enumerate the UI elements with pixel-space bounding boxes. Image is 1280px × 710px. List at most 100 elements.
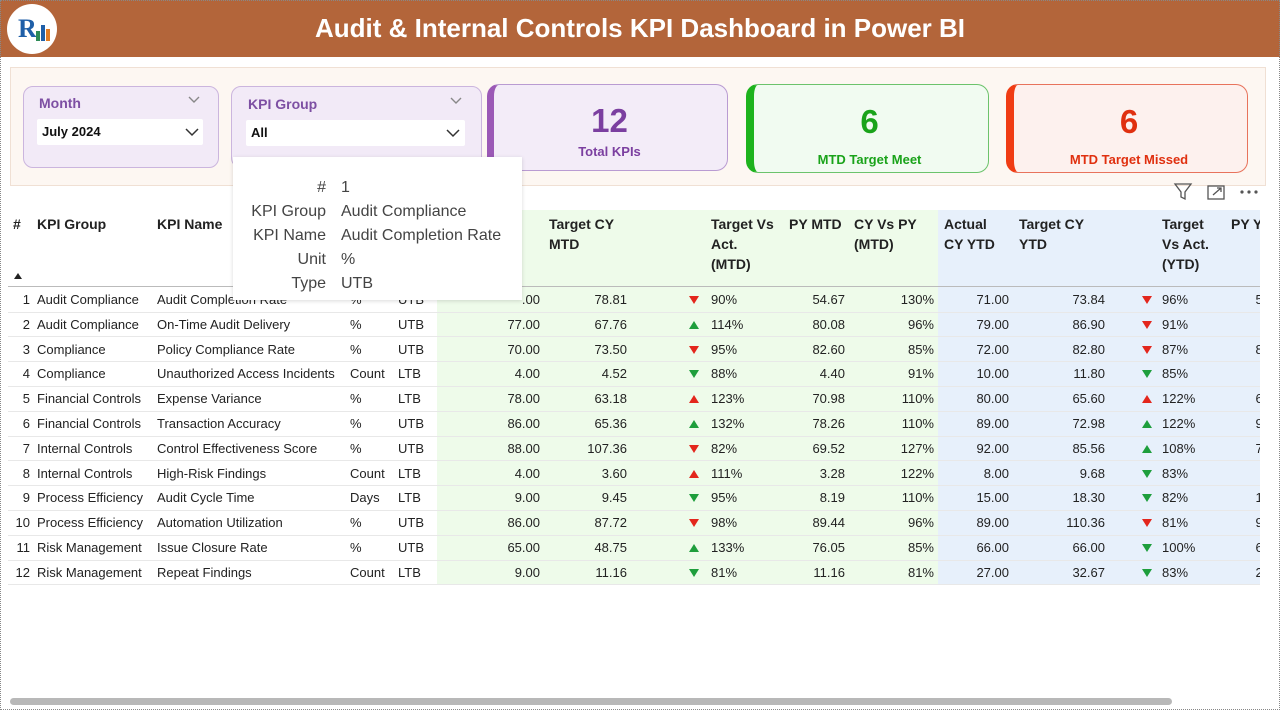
table-cell: 86.00 [507, 515, 540, 531]
table-cell: 50 [1255, 292, 1260, 307]
table-cell: 81% [907, 564, 934, 580]
table-cell: 85.56 [1072, 440, 1105, 456]
tooltip-value: UTB [341, 275, 373, 292]
table-cell: 90% [711, 292, 738, 307]
table-cell: 88.00 [507, 440, 540, 456]
table-cell: 48.75 [594, 540, 627, 555]
table-cell: 2 [22, 316, 30, 332]
table-cell: 86.00 [507, 416, 540, 431]
tooltip-label: Type [291, 275, 326, 292]
table-cell: 12 [15, 564, 30, 580]
table-cell: 65.60 [1072, 391, 1105, 407]
table-cell: Unauthorized Access Incidents [157, 366, 335, 382]
row-rule [8, 584, 1260, 586]
chevron[interactable] [185, 127, 199, 137]
table-cell: LTB [398, 465, 421, 481]
row-rule [8, 410, 1260, 412]
table-cell: 3.60 [601, 465, 627, 481]
column-header: # [13, 216, 21, 232]
table-cell: % [350, 540, 362, 555]
status-arrow [1142, 296, 1152, 304]
column-header: KPI Name [157, 216, 223, 232]
month-dropdown[interactable]: July 2024 [37, 119, 203, 145]
scrollbar[interactable] [10, 698, 1172, 705]
status-arrow [1142, 469, 1152, 478]
row-rule [8, 559, 1260, 561]
table-cell: 95% [711, 341, 738, 357]
table-cell: 4.40 [819, 366, 845, 382]
chevron[interactable] [187, 95, 201, 105]
row-rule [8, 336, 1260, 338]
table-cell: 65.36 [594, 416, 627, 431]
kpi-card [1006, 84, 1248, 173]
table-cell: 3 [22, 341, 30, 357]
table-cell: 10 [15, 515, 30, 531]
table-cell: 89.00 [976, 416, 1009, 431]
table-cell: 81% [711, 564, 738, 580]
status-arrow [689, 370, 699, 379]
kpi-card [746, 84, 989, 173]
table-cell: UTB [398, 316, 424, 332]
table-cell: Risk Management [37, 540, 142, 555]
table-cell: 11 [16, 540, 31, 555]
table-cell: 95% [711, 490, 738, 506]
table-cell: 80.08 [812, 316, 845, 332]
table-cell: 70.98 [812, 391, 845, 407]
table-cell: LTB [398, 490, 421, 506]
table-cell: 66.00 [976, 540, 1009, 555]
tooltip-label: Unit [297, 251, 326, 268]
row-rule [8, 509, 1260, 511]
kpi-group-dropdown[interactable]: All [246, 120, 465, 146]
table-cell: Count [350, 366, 385, 382]
table-cell: UTB [398, 540, 424, 555]
chevron[interactable] [446, 128, 460, 138]
table-cell: 82.60 [812, 341, 845, 357]
visual-header-icons[interactable] [1172, 182, 1264, 202]
table-cell: 65.00 [507, 540, 540, 555]
table-cell: 60 [1255, 391, 1260, 407]
table-cell: Process Efficiency [37, 490, 143, 506]
column-header: Target CY YTD [1019, 216, 1084, 252]
ytd-band [938, 210, 1260, 585]
dashboard-title: Audit & Internal Controls KPI Dashboard … [314, 13, 966, 43]
table-cell: Financial Controls [37, 391, 142, 407]
table-cell: 66.00 [1072, 540, 1105, 555]
table-cell: 123% [711, 391, 745, 407]
status-arrow [689, 444, 699, 453]
status-arrow [1142, 320, 1152, 329]
status-arrow [1142, 519, 1152, 528]
table-cell: 29 [1255, 564, 1260, 580]
chevron[interactable] [449, 96, 463, 106]
table-cell: 73.50 [594, 341, 627, 357]
row-rule [8, 534, 1260, 536]
table-cell: Automation Utilization [157, 515, 283, 531]
status-arrow [1142, 544, 1152, 552]
table-cell: Internal Controls [37, 465, 133, 481]
table-cell: 6 [22, 416, 30, 431]
tooltip: #1 KPI Group Audit Compliance KPI Name Audit… [233, 157, 522, 300]
table-cell: 82% [1162, 490, 1189, 506]
table-cell: 72.00 [976, 341, 1009, 357]
card-value: 6 [860, 103, 879, 140]
table-cell: Compliance [37, 341, 106, 357]
tooltip-label: KPI Name [253, 227, 326, 244]
table-cell: 122% [1162, 416, 1196, 431]
sort-indicator[interactable] [13, 272, 23, 280]
table-cell: UTB [398, 416, 424, 431]
table-cell: 86.90 [1072, 316, 1105, 332]
table-cell: % [350, 515, 362, 531]
table-cell: 85% [907, 540, 934, 555]
status-arrow [689, 420, 699, 428]
status-arrow [689, 544, 699, 552]
table-cell: 110% [901, 490, 934, 506]
status-arrow [689, 494, 699, 503]
table-cell: 5 [22, 391, 30, 407]
table-cell: % [350, 440, 362, 456]
table-cell: .00 [521, 292, 540, 307]
table-cell: 97 [1255, 515, 1260, 531]
table-cell: % [350, 391, 362, 407]
table-cell: 78.00 [507, 391, 540, 407]
table-cell: 8 [22, 465, 30, 481]
status-arrow [1142, 420, 1152, 428]
